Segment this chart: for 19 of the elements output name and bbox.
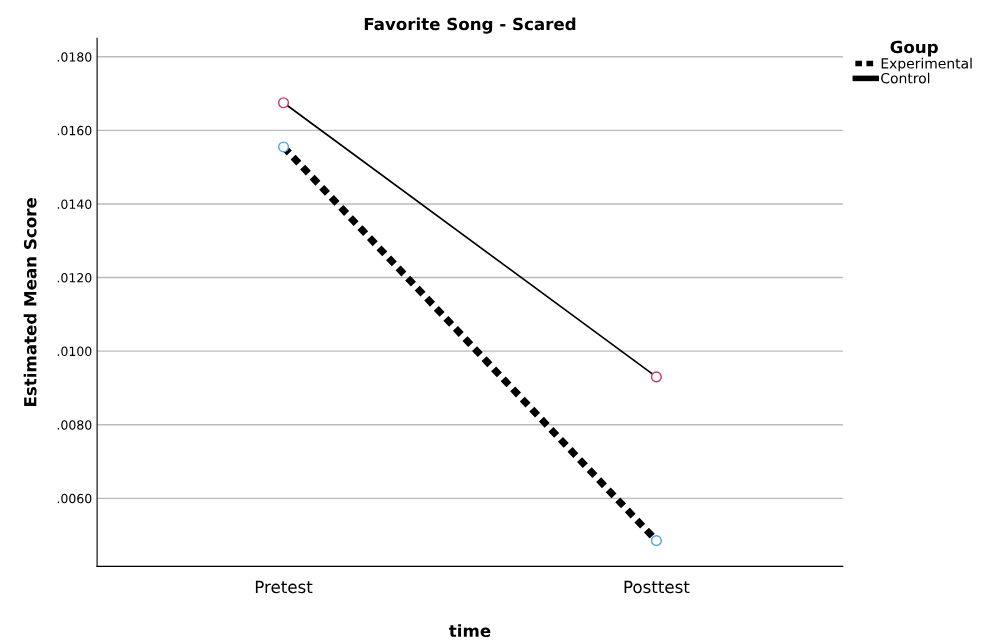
y-tick-label: .0080	[57, 420, 92, 430]
y-tick-label: .0180	[57, 52, 92, 62]
y-axis-title: Estimated Mean Score	[23, 198, 37, 406]
y-tick-label: .0140	[57, 199, 92, 209]
point	[277, 97, 290, 109]
point	[650, 371, 662, 383]
point	[277, 141, 290, 153]
point	[650, 535, 662, 547]
y-tick-label: .0060	[57, 493, 92, 504]
y-tick-label: .0160	[57, 125, 92, 136]
legend-label: Control	[881, 72, 930, 84]
x-tick-label: Posttest	[624, 580, 690, 594]
x-tick-label: Pretest	[255, 580, 313, 594]
legend-label: Experimental	[881, 57, 972, 72]
x-axis-title: time	[449, 624, 491, 638]
y-tick-label: .0100	[57, 346, 92, 357]
y-tick-label: .0120	[57, 273, 92, 283]
legend-title: Goup	[890, 40, 938, 57]
chart-title: Favorite Song - Scared	[364, 17, 576, 34]
